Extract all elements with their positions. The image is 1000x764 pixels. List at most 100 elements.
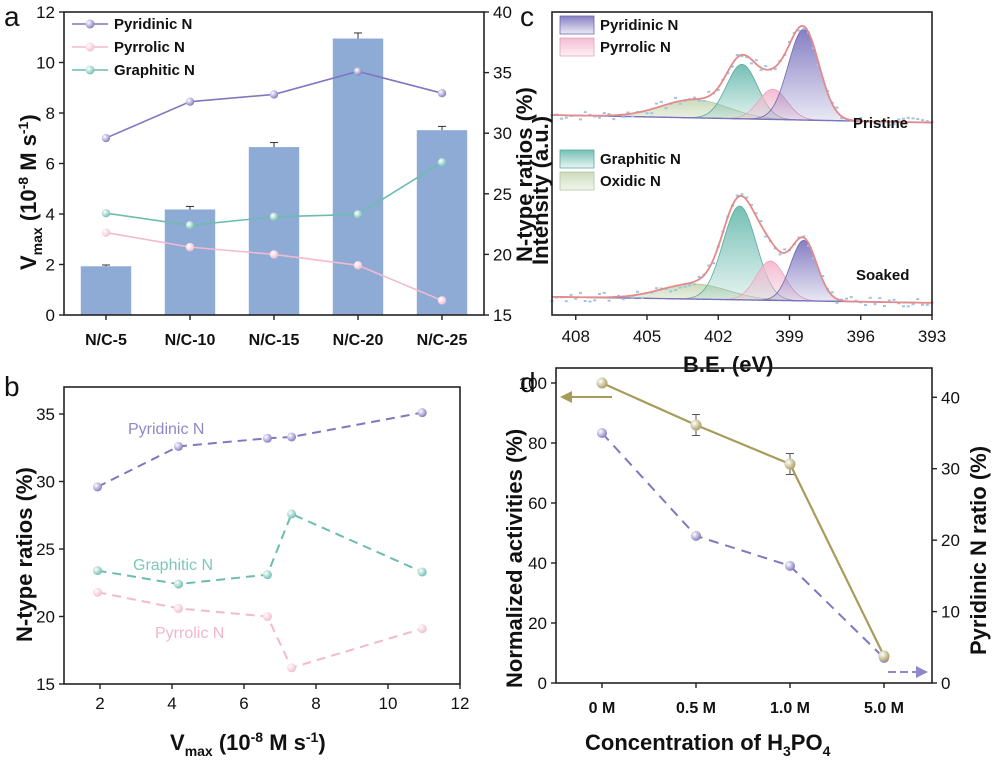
y2-tick-label: 10 xyxy=(941,603,960,622)
raw-data-point xyxy=(887,124,891,127)
raw-data-point xyxy=(802,235,806,238)
raw-data-point xyxy=(693,283,696,286)
panel-a-axes: N/C-5 N/C-10 N/C-15 N/C-20 N/C-25 0 2 4 6 8 10 12 15… xyxy=(36,3,512,349)
bar-n-c-25 xyxy=(416,130,468,315)
y-tick-label: 100 xyxy=(519,374,547,393)
raw-data-point xyxy=(674,289,677,292)
raw-data-point xyxy=(906,116,910,119)
raw-data-point xyxy=(621,298,625,301)
y2-tick-label: 40 xyxy=(493,3,512,22)
raw-data-point xyxy=(754,59,758,62)
raw-data-point xyxy=(655,102,658,105)
panel-a: a N/C-5 N/C-10 N/C-15 N/C-20 N/C-25 0 2 4 6 8 10 12… xyxy=(4,1,537,349)
raw-data-point xyxy=(911,303,915,306)
y-tick-label: 20 xyxy=(36,608,55,627)
x-tick-label: N/C-25 xyxy=(417,332,468,349)
panel-d-ylabel-right: Pyridinic N ratio (%) xyxy=(966,446,991,655)
c-legend-graphitic: Graphitic N xyxy=(600,151,681,168)
raw-data-point xyxy=(688,284,692,287)
raw-data-point xyxy=(783,248,787,251)
raw-data-point xyxy=(921,303,924,306)
point-graphitic-n xyxy=(287,509,297,519)
raw-data-point xyxy=(640,296,644,299)
raw-data-point xyxy=(621,116,625,119)
x-tick-label: 6 xyxy=(239,694,248,713)
raw-data-point xyxy=(731,65,734,68)
raw-data-point xyxy=(712,262,715,265)
raw-data-point xyxy=(707,90,711,93)
x-tick-label: 10 xyxy=(379,694,398,713)
y-tick-label: 30 xyxy=(36,473,55,492)
raw-data-point xyxy=(650,112,654,115)
point-graphitic-n xyxy=(269,212,279,222)
legend-pyrrolic: Pyrrolic N xyxy=(114,39,185,56)
raw-data-point xyxy=(916,298,920,301)
raw-data-point xyxy=(835,301,839,304)
raw-data-point xyxy=(574,297,578,300)
raw-data-point xyxy=(683,285,687,288)
y-tick-label: 6 xyxy=(46,155,55,174)
series-line-pyridinic-n xyxy=(97,411,423,488)
panel-a-label: a xyxy=(4,1,20,32)
raw-data-point xyxy=(655,287,658,290)
raw-data-point xyxy=(821,275,825,278)
x-tick-label: N/C-20 xyxy=(333,332,384,349)
panel-c-legend-top: Pyridinic N Pyrrolic N xyxy=(559,15,678,57)
sample-label-soaked: Soaked xyxy=(856,267,909,284)
raw-data-point xyxy=(840,116,844,119)
point-graphitic-n xyxy=(92,566,102,576)
raw-data-point xyxy=(631,115,635,118)
x-tick-label: 0.5 M xyxy=(676,700,716,717)
panel-d-frame xyxy=(555,367,933,684)
raw-data-point xyxy=(602,112,606,115)
point-pyrrolic-n xyxy=(269,250,279,259)
y-tick-label: 0 xyxy=(46,306,55,325)
raw-data-point xyxy=(707,264,711,267)
bar-n-c-5 xyxy=(80,266,132,315)
panel-d-ylabel-left: Normalized activities (%) xyxy=(502,429,527,688)
raw-data-point xyxy=(835,106,839,109)
raw-data-point xyxy=(925,120,929,123)
y2-tick-label: 30 xyxy=(941,460,960,479)
raw-data-point xyxy=(764,235,768,238)
fit-envelope-pristine xyxy=(551,24,933,124)
raw-data-point xyxy=(735,194,739,197)
raw-data-point xyxy=(864,304,867,307)
legend-swatch-pyridinic xyxy=(559,15,595,35)
y-tick-label: 4 xyxy=(46,205,55,224)
raw-data-point xyxy=(579,292,582,295)
raw-data-point xyxy=(897,118,901,121)
x-tick-label: N/C-5 xyxy=(85,332,127,349)
panel-c: c 408 405 402 399 396 393 Intensity (a.u.) B.… xyxy=(520,1,946,377)
point-pyridinic-n xyxy=(173,441,183,451)
panel-c-frame xyxy=(551,11,933,316)
raw-data-point xyxy=(921,119,924,122)
raw-data-point xyxy=(607,113,611,116)
raw-data-point xyxy=(797,29,801,32)
x-tick-label: 408 xyxy=(562,327,590,346)
panel-c-plot xyxy=(550,24,934,308)
raw-data-point xyxy=(664,107,668,110)
raw-data-point xyxy=(811,47,815,50)
series-line-normalized-activities xyxy=(601,381,885,657)
raw-data-point xyxy=(602,291,606,294)
y-tick-label: 20 xyxy=(528,614,547,633)
point-pyridinic-ratio xyxy=(785,560,795,571)
raw-data-point xyxy=(678,102,682,105)
y-tick-label: 8 xyxy=(46,104,55,123)
raw-data-point xyxy=(674,96,677,99)
right-axis-arrowhead xyxy=(916,666,928,678)
legend-graphitic: Graphitic N xyxy=(114,62,195,79)
panel-b-label: b xyxy=(4,371,20,402)
peak-graphitic-n-soaked xyxy=(551,205,933,304)
series-line-pyrrolic-n xyxy=(97,591,423,670)
raw-data-point xyxy=(564,300,568,303)
legend-marker-pyridinic xyxy=(85,19,95,29)
raw-data-point xyxy=(916,118,920,121)
panel-c-legend-bottom: Graphitic N Oxidic N xyxy=(559,149,681,191)
panel-d-axes: 0 M 0.5 M 1.0 M 5.0 M 0 20 40 60 80 100 0 10 20 30 40 xyxy=(519,374,960,717)
raw-data-point xyxy=(579,118,582,121)
raw-data-point xyxy=(740,55,744,58)
point-graphitic-n xyxy=(173,579,183,589)
raw-data-point xyxy=(740,193,744,196)
